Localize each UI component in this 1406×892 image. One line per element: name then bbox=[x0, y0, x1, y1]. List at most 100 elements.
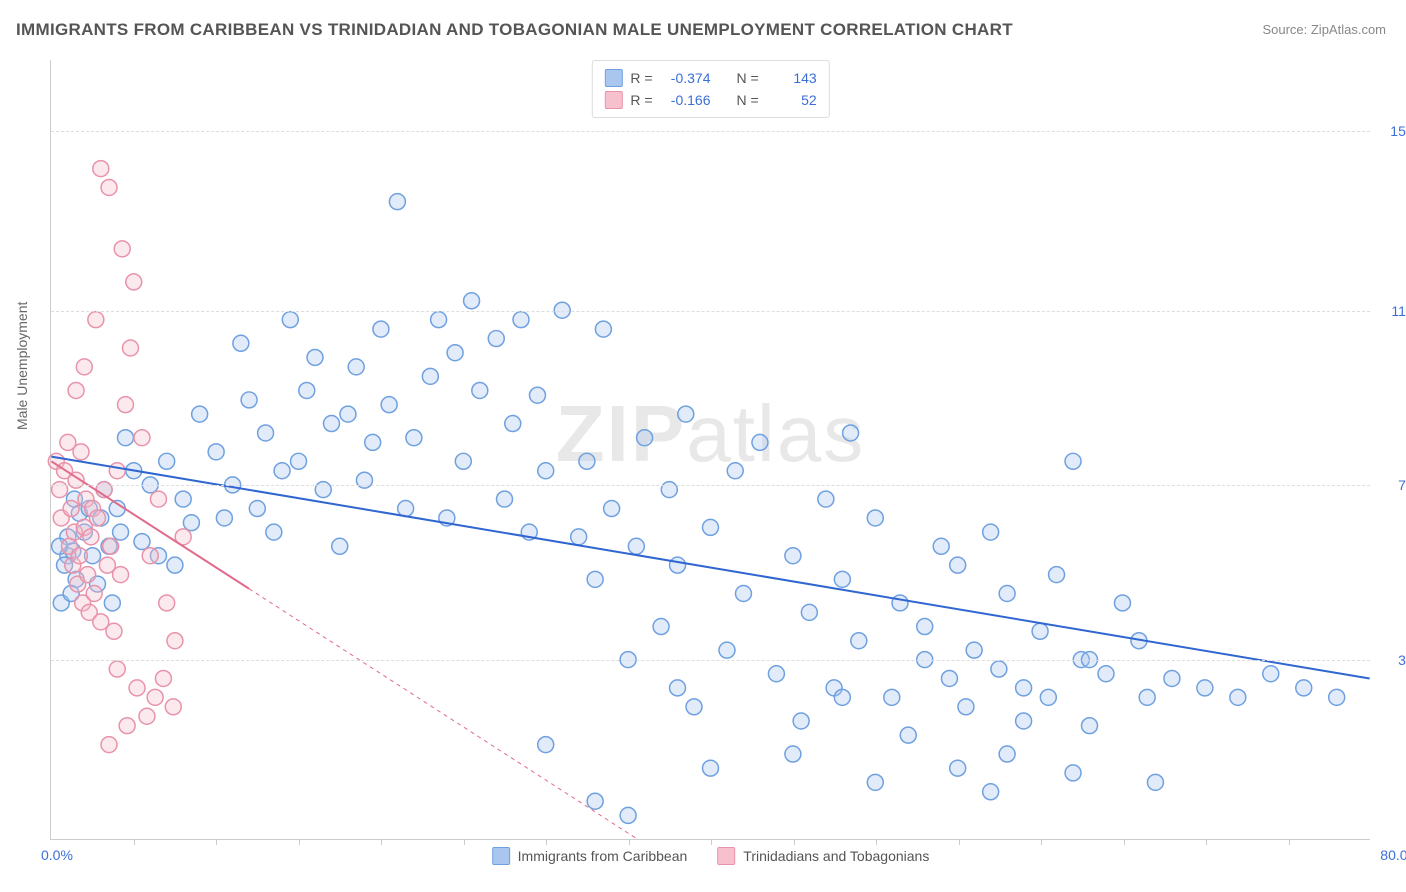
scatter-point bbox=[167, 633, 183, 649]
x-axis-minor-tick bbox=[1289, 839, 1290, 845]
scatter-point bbox=[497, 491, 513, 507]
scatter-point bbox=[113, 524, 129, 540]
scatter-point bbox=[208, 444, 224, 460]
scatter-point bbox=[1329, 689, 1345, 705]
scatter-point bbox=[192, 406, 208, 422]
x-axis-minor-tick bbox=[711, 839, 712, 845]
x-axis-minor-tick bbox=[629, 839, 630, 845]
scatter-point bbox=[216, 510, 232, 526]
legend-series-label-2: Trinidadians and Tobagonians bbox=[743, 848, 929, 864]
scatter-point bbox=[406, 430, 422, 446]
scatter-point bbox=[917, 619, 933, 635]
legend-swatch-pink bbox=[604, 91, 622, 109]
scatter-point bbox=[249, 501, 265, 517]
scatter-point bbox=[884, 689, 900, 705]
scatter-point bbox=[818, 491, 834, 507]
scatter-point bbox=[63, 501, 79, 517]
scatter-point bbox=[1098, 666, 1114, 682]
legend-stats-row-2: R = -0.166 N = 52 bbox=[604, 89, 816, 111]
scatter-point bbox=[637, 430, 653, 446]
scatter-point bbox=[1040, 689, 1056, 705]
scatter-point bbox=[365, 434, 381, 450]
grid-line bbox=[51, 311, 1370, 312]
x-axis-minor-tick bbox=[299, 839, 300, 845]
scatter-point bbox=[258, 425, 274, 441]
scatter-point bbox=[529, 387, 545, 403]
scatter-point bbox=[323, 416, 339, 432]
legend-n-label: N = bbox=[737, 67, 759, 89]
scatter-point bbox=[900, 727, 916, 743]
y-axis-tick: 7.5% bbox=[1398, 477, 1406, 493]
scatter-point bbox=[274, 463, 290, 479]
scatter-point bbox=[332, 538, 348, 554]
legend-r-label: R = bbox=[630, 67, 652, 89]
scatter-point bbox=[538, 737, 554, 753]
scatter-point bbox=[455, 453, 471, 469]
scatter-point bbox=[106, 623, 122, 639]
scatter-point bbox=[241, 392, 257, 408]
scatter-point bbox=[381, 397, 397, 413]
scatter-point bbox=[398, 501, 414, 517]
scatter-point bbox=[579, 453, 595, 469]
scatter-point bbox=[950, 557, 966, 573]
legend-r-value-1: -0.374 bbox=[661, 67, 711, 89]
scatter-point bbox=[118, 430, 134, 446]
scatter-point bbox=[68, 382, 84, 398]
scatter-point bbox=[129, 680, 145, 696]
scatter-point bbox=[571, 529, 587, 545]
scatter-point bbox=[282, 312, 298, 328]
scatter-point bbox=[159, 595, 175, 611]
scatter-point bbox=[950, 760, 966, 776]
scatter-point bbox=[604, 501, 620, 517]
scatter-point bbox=[785, 746, 801, 762]
legend-n-label: N = bbox=[737, 89, 759, 111]
scatter-point bbox=[966, 642, 982, 658]
scatter-point bbox=[620, 807, 636, 823]
scatter-point bbox=[142, 548, 158, 564]
scatter-point bbox=[1263, 666, 1279, 682]
scatter-point bbox=[159, 453, 175, 469]
scatter-point bbox=[670, 680, 686, 696]
scatter-point bbox=[991, 661, 1007, 677]
scatter-point bbox=[867, 510, 883, 526]
y-axis-tick: 15.0% bbox=[1390, 123, 1406, 139]
x-axis-minor-tick bbox=[1206, 839, 1207, 845]
scatter-point bbox=[175, 491, 191, 507]
legend-n-value-1: 143 bbox=[767, 67, 817, 89]
scatter-point bbox=[661, 482, 677, 498]
x-axis-minor-tick bbox=[959, 839, 960, 845]
legend-r-label: R = bbox=[630, 89, 652, 111]
grid-line bbox=[51, 131, 1370, 132]
scatter-point bbox=[958, 699, 974, 715]
legend-series-item-1: Immigrants from Caribbean bbox=[492, 847, 688, 865]
scatter-point bbox=[1164, 670, 1180, 686]
scatter-point bbox=[165, 699, 181, 715]
scatter-point bbox=[307, 349, 323, 365]
x-axis-minor-tick bbox=[1041, 839, 1042, 845]
legend-series: Immigrants from Caribbean Trinidadians a… bbox=[492, 847, 930, 865]
legend-stats-box: R = -0.374 N = 143 R = -0.166 N = 52 bbox=[591, 60, 829, 118]
scatter-point bbox=[1197, 680, 1213, 696]
scatter-point bbox=[1147, 774, 1163, 790]
scatter-point bbox=[1032, 623, 1048, 639]
x-axis-minor-tick bbox=[134, 839, 135, 845]
scatter-point bbox=[71, 548, 87, 564]
scatter-point bbox=[834, 571, 850, 587]
scatter-point bbox=[595, 321, 611, 337]
scatter-point bbox=[538, 463, 554, 479]
scatter-point bbox=[422, 368, 438, 384]
x-axis-tick-start: 0.0% bbox=[41, 847, 73, 863]
scatter-point bbox=[266, 524, 282, 540]
scatter-point bbox=[703, 519, 719, 535]
scatter-point bbox=[892, 595, 908, 611]
scatter-point bbox=[83, 529, 99, 545]
scatter-point bbox=[103, 538, 119, 554]
legend-swatch-pink bbox=[717, 847, 735, 865]
scatter-point bbox=[101, 179, 117, 195]
scatter-point bbox=[999, 746, 1015, 762]
scatter-point bbox=[89, 510, 105, 526]
x-axis-minor-tick bbox=[546, 839, 547, 845]
scatter-point bbox=[464, 293, 480, 309]
scatter-point bbox=[389, 194, 405, 210]
scatter-point bbox=[472, 382, 488, 398]
